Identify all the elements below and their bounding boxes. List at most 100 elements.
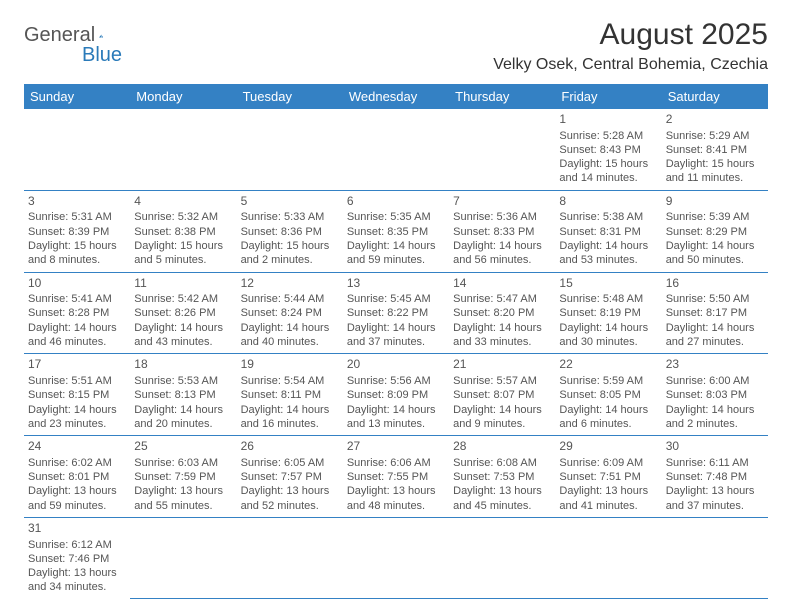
day-number: 25 (134, 439, 232, 455)
calendar-cell-empty (449, 517, 555, 598)
day-sunrise: Sunrise: 6:09 AM (559, 456, 657, 470)
calendar-cell-empty (555, 517, 661, 598)
day-day1: Daylight: 15 hours (241, 239, 339, 253)
calendar-cell-empty (237, 109, 343, 190)
day-sunset: Sunset: 8:19 PM (559, 306, 657, 320)
day-day2: and 52 minutes. (241, 499, 339, 513)
day-sunrise: Sunrise: 5:41 AM (28, 292, 126, 306)
day-sunrise: Sunrise: 5:51 AM (28, 374, 126, 388)
day-sunset: Sunset: 7:53 PM (453, 470, 551, 484)
day-number: 2 (666, 112, 764, 128)
calendar-cell-empty (343, 517, 449, 598)
day-day1: Daylight: 14 hours (134, 321, 232, 335)
day-sunset: Sunset: 8:35 PM (347, 225, 445, 239)
calendar-cell: 24Sunrise: 6:02 AMSunset: 8:01 PMDayligh… (24, 436, 130, 518)
day-day2: and 34 minutes. (28, 580, 126, 594)
day-sunset: Sunset: 8:33 PM (453, 225, 551, 239)
day-day1: Daylight: 13 hours (28, 484, 126, 498)
day-header-row: SundayMondayTuesdayWednesdayThursdayFrid… (24, 84, 768, 109)
calendar-cell-empty (130, 517, 236, 598)
day-number: 11 (134, 276, 232, 292)
day-day2: and 53 minutes. (559, 253, 657, 267)
calendar-cell: 25Sunrise: 6:03 AMSunset: 7:59 PMDayligh… (130, 436, 236, 518)
calendar-cell-empty (343, 109, 449, 190)
day-sunset: Sunset: 8:05 PM (559, 388, 657, 402)
day-number: 31 (28, 521, 126, 537)
calendar-cell: 3Sunrise: 5:31 AMSunset: 8:39 PMDaylight… (24, 190, 130, 272)
calendar-cell: 5Sunrise: 5:33 AMSunset: 8:36 PMDaylight… (237, 190, 343, 272)
day-sunrise: Sunrise: 5:32 AM (134, 210, 232, 224)
day-sunrise: Sunrise: 5:36 AM (453, 210, 551, 224)
day-sunrise: Sunrise: 5:48 AM (559, 292, 657, 306)
calendar-cell: 11Sunrise: 5:42 AMSunset: 8:26 PMDayligh… (130, 272, 236, 354)
day-day2: and 55 minutes. (134, 499, 232, 513)
day-day2: and 16 minutes. (241, 417, 339, 431)
day-day2: and 2 minutes. (666, 417, 764, 431)
day-day2: and 59 minutes. (347, 253, 445, 267)
calendar-table: SundayMondayTuesdayWednesdayThursdayFrid… (24, 84, 768, 599)
calendar-row: 1Sunrise: 5:28 AMSunset: 8:43 PMDaylight… (24, 109, 768, 190)
day-number: 10 (28, 276, 126, 292)
day-sunrise: Sunrise: 6:11 AM (666, 456, 764, 470)
day-day1: Daylight: 14 hours (453, 321, 551, 335)
day-day2: and 40 minutes. (241, 335, 339, 349)
day-sunset: Sunset: 7:51 PM (559, 470, 657, 484)
day-day1: Daylight: 14 hours (28, 321, 126, 335)
day-number: 30 (666, 439, 764, 455)
day-sunrise: Sunrise: 5:50 AM (666, 292, 764, 306)
calendar-cell: 6Sunrise: 5:35 AMSunset: 8:35 PMDaylight… (343, 190, 449, 272)
day-number: 21 (453, 357, 551, 373)
calendar-cell: 12Sunrise: 5:44 AMSunset: 8:24 PMDayligh… (237, 272, 343, 354)
calendar-cell: 21Sunrise: 5:57 AMSunset: 8:07 PMDayligh… (449, 354, 555, 436)
day-sunrise: Sunrise: 5:42 AM (134, 292, 232, 306)
calendar-cell: 8Sunrise: 5:38 AMSunset: 8:31 PMDaylight… (555, 190, 661, 272)
header: General Blue August 2025 Velky Osek, Cen… (24, 18, 768, 74)
day-day1: Daylight: 14 hours (559, 403, 657, 417)
day-header: Friday (555, 84, 661, 109)
day-day2: and 41 minutes. (559, 499, 657, 513)
day-sunrise: Sunrise: 6:06 AM (347, 456, 445, 470)
calendar-cell-empty (449, 109, 555, 190)
day-day2: and 8 minutes. (28, 253, 126, 267)
day-number: 23 (666, 357, 764, 373)
day-sunset: Sunset: 8:36 PM (241, 225, 339, 239)
day-number: 14 (453, 276, 551, 292)
day-number: 1 (559, 112, 657, 128)
day-day1: Daylight: 15 hours (28, 239, 126, 253)
day-number: 17 (28, 357, 126, 373)
day-day2: and 43 minutes. (134, 335, 232, 349)
calendar-cell: 15Sunrise: 5:48 AMSunset: 8:19 PMDayligh… (555, 272, 661, 354)
day-sunrise: Sunrise: 5:29 AM (666, 129, 764, 143)
day-number: 9 (666, 194, 764, 210)
day-sunset: Sunset: 7:57 PM (241, 470, 339, 484)
day-day1: Daylight: 14 hours (347, 403, 445, 417)
day-sunrise: Sunrise: 5:53 AM (134, 374, 232, 388)
day-day1: Daylight: 14 hours (241, 403, 339, 417)
calendar-cell: 19Sunrise: 5:54 AMSunset: 8:11 PMDayligh… (237, 354, 343, 436)
day-day1: Daylight: 14 hours (453, 239, 551, 253)
day-sunrise: Sunrise: 5:56 AM (347, 374, 445, 388)
day-header: Saturday (662, 84, 768, 109)
day-header: Wednesday (343, 84, 449, 109)
calendar-cell: 14Sunrise: 5:47 AMSunset: 8:20 PMDayligh… (449, 272, 555, 354)
day-sunrise: Sunrise: 5:45 AM (347, 292, 445, 306)
day-number: 24 (28, 439, 126, 455)
calendar-cell: 9Sunrise: 5:39 AMSunset: 8:29 PMDaylight… (662, 190, 768, 272)
calendar-cell: 16Sunrise: 5:50 AMSunset: 8:17 PMDayligh… (662, 272, 768, 354)
calendar-cell: 7Sunrise: 5:36 AMSunset: 8:33 PMDaylight… (449, 190, 555, 272)
day-sunset: Sunset: 8:07 PM (453, 388, 551, 402)
day-header: Thursday (449, 84, 555, 109)
day-sunset: Sunset: 7:59 PM (134, 470, 232, 484)
calendar-row: 3Sunrise: 5:31 AMSunset: 8:39 PMDaylight… (24, 190, 768, 272)
day-number: 5 (241, 194, 339, 210)
day-day1: Daylight: 15 hours (134, 239, 232, 253)
calendar-cell: 23Sunrise: 6:00 AMSunset: 8:03 PMDayligh… (662, 354, 768, 436)
day-day2: and 23 minutes. (28, 417, 126, 431)
day-sunset: Sunset: 8:13 PM (134, 388, 232, 402)
day-sunset: Sunset: 8:29 PM (666, 225, 764, 239)
day-day2: and 6 minutes. (559, 417, 657, 431)
day-day1: Daylight: 13 hours (559, 484, 657, 498)
day-sunrise: Sunrise: 5:39 AM (666, 210, 764, 224)
day-number: 22 (559, 357, 657, 373)
location: Velky Osek, Central Bohemia, Czechia (493, 56, 768, 74)
